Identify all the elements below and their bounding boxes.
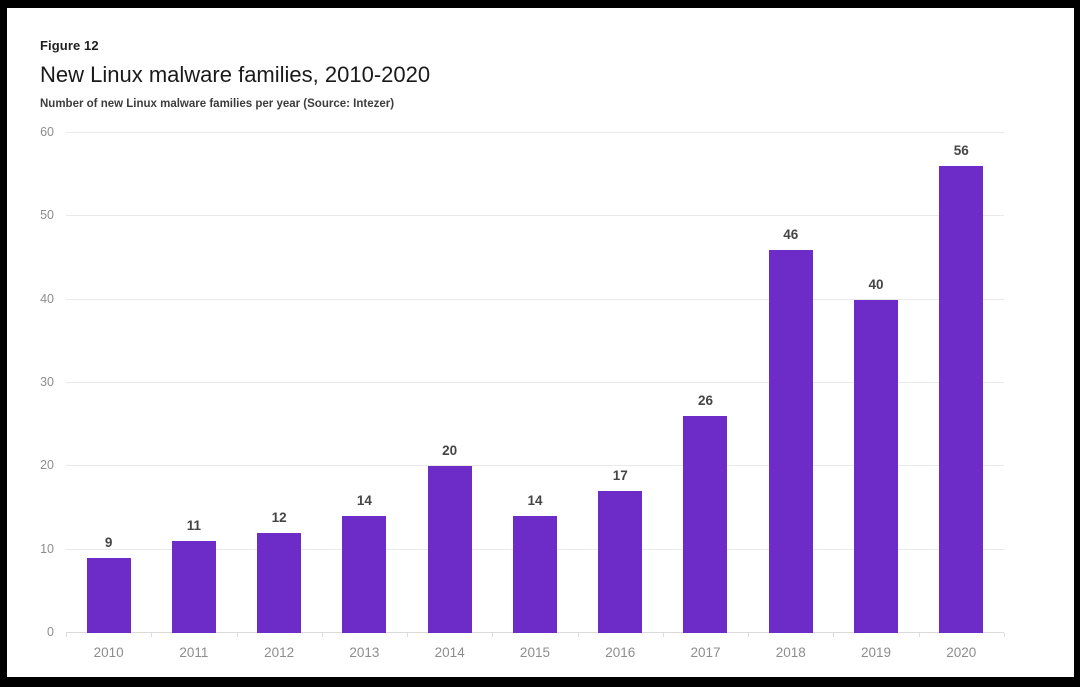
bar-value-label-2020: 56	[953, 143, 969, 159]
bar-value-label-2014: 20	[442, 443, 458, 459]
gridline-y-30: 30	[40, 375, 1004, 389]
gridline-y-40: 40	[40, 292, 1004, 306]
chart-subtitle: Number of new Linux malware families per…	[40, 98, 395, 110]
x-axis-tick	[1004, 633, 1005, 637]
bar-value-label-2012: 12	[271, 510, 287, 525]
bar-columns: 9 2010 11 2011 12 2012 14 2013 20 2014 14 2015 17 201…	[66, 133, 1004, 660]
bar-2018	[768, 249, 813, 633]
x-axis-label-2019: 2019	[860, 645, 892, 660]
x-axis-label-2010: 2010	[93, 645, 124, 660]
bar-2014	[427, 466, 472, 633]
y-axis-tick-label: 30	[40, 375, 54, 389]
bar-value-label-2019: 40	[868, 276, 884, 292]
bar-column-2015: 14 2015	[492, 133, 577, 660]
bar-value-label-2010: 9	[104, 535, 113, 550]
x-axis-tick	[407, 633, 409, 637]
x-axis-tick	[66, 633, 67, 637]
bar-value-label-2018: 46	[783, 226, 799, 242]
bar-value-label-2017: 26	[697, 393, 713, 409]
x-axis-label-2011: 2011	[179, 645, 209, 660]
x-axis-tick	[577, 633, 579, 637]
x-axis-tick	[151, 633, 153, 637]
bar-column-2020: 56 2020	[919, 133, 1004, 660]
bar-column-2016: 17 2016	[578, 133, 663, 660]
x-axis-tick	[492, 633, 494, 637]
bar-value-label-2011: 11	[186, 518, 202, 534]
bar-column-2019: 40 2019	[833, 133, 918, 660]
gridline-y-20: 20	[40, 458, 1004, 472]
bar-column-2012: 12 2012	[237, 133, 322, 660]
x-axis-label-2015: 2015	[519, 645, 550, 660]
figure-label: Figure 12	[40, 38, 99, 53]
bar-column-2014: 20 2014	[407, 133, 492, 660]
bar-column-2017: 26 2017	[663, 133, 748, 660]
figure-card: Figure 12 New Linux malware families, 20…	[7, 8, 1074, 677]
bar-2017	[683, 416, 728, 633]
bar-column-2013: 14 2013	[322, 133, 407, 660]
x-axis-label-2017: 2017	[690, 645, 721, 660]
bar-2020	[939, 166, 984, 633]
x-axis-tick	[321, 633, 323, 637]
x-axis-label-2018: 2018	[775, 645, 806, 660]
bar-column-2018: 46 2018	[748, 133, 833, 660]
bar-2015	[512, 516, 557, 633]
bar-2019	[854, 299, 899, 633]
x-axis-tick	[662, 633, 664, 637]
x-axis-label-2014: 2014	[434, 645, 465, 660]
gridline-y-50: 50	[40, 208, 1004, 222]
x-axis-tick	[918, 633, 920, 637]
bar-2011	[171, 541, 216, 633]
gridline-y-60: 60	[40, 125, 1004, 139]
bar-2016	[598, 491, 643, 633]
y-axis-tick-label: 50	[40, 208, 54, 223]
x-axis-tick	[236, 633, 238, 637]
x-axis-label-2013: 2013	[349, 645, 380, 660]
bar-chart-plot-area: 0 10 20 30 40 50 60 9 2010 11 2011 12 2012 14 2013 20 20…	[40, 125, 1005, 660]
y-axis-tick-label: 60	[40, 125, 54, 139]
y-axis-tick-label: 40	[40, 291, 54, 306]
y-axis-tick-label: 0	[47, 625, 54, 639]
bar-2010	[86, 558, 131, 633]
bar-value-label-2016: 17	[612, 468, 628, 484]
bar-2012	[257, 533, 302, 633]
x-axis-label-2012: 2012	[264, 645, 295, 660]
x-axis-label-2020: 2020	[946, 645, 977, 660]
bar-column-2010: 9 2010	[66, 133, 151, 660]
y-axis-tick-label: 20	[40, 458, 54, 473]
bar-2013	[342, 516, 387, 633]
bar-value-label-2015: 14	[527, 493, 543, 509]
bar-value-label-2013: 14	[356, 493, 372, 509]
x-axis-label-2016: 2016	[605, 645, 636, 660]
x-axis-tick	[833, 633, 835, 637]
x-axis-tick	[748, 633, 750, 637]
bar-column-2011: 11 2011	[151, 133, 236, 660]
y-axis-tick-label: 10	[40, 541, 54, 556]
chart-title: New Linux malware families, 2010-2020	[40, 62, 431, 87]
